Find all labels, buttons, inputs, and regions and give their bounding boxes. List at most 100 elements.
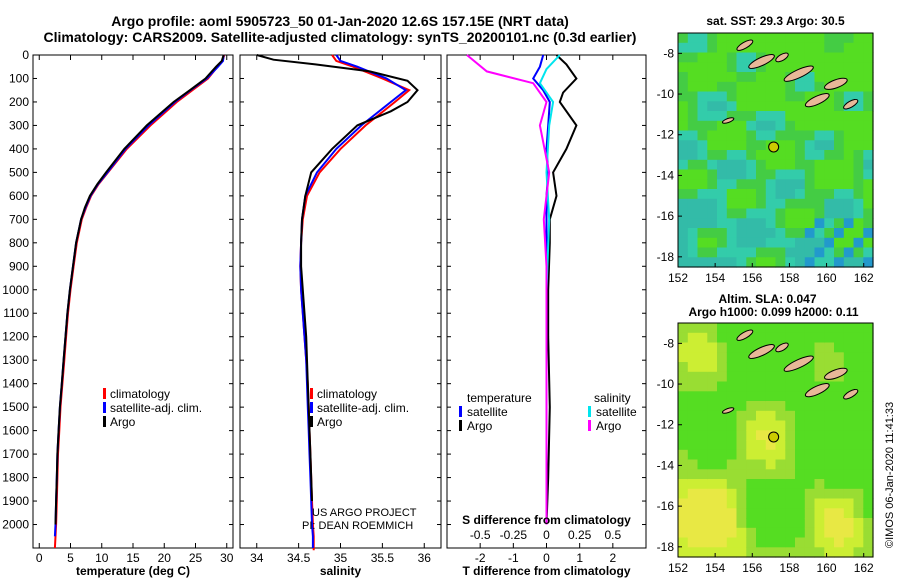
map-cell — [814, 498, 825, 509]
depth-tick-label: 900 — [9, 259, 29, 273]
map-cell — [843, 130, 855, 141]
sst_map-ytick-label: -8 — [663, 46, 674, 60]
map-cell — [824, 342, 835, 353]
title-line-1: Argo profile: aoml 5905723_50 01-Jan-202… — [111, 13, 569, 29]
map-cell — [834, 198, 845, 210]
map-cell — [697, 371, 708, 383]
map-cell — [717, 81, 728, 93]
map-cell — [756, 189, 767, 200]
map-cell — [795, 391, 806, 402]
map-cell — [804, 228, 816, 239]
map-cell — [707, 130, 718, 141]
map-cell — [775, 518, 786, 529]
map-cell — [785, 401, 796, 412]
temperature-legend-swatch — [103, 402, 106, 413]
map-cell — [707, 120, 718, 132]
island — [783, 355, 814, 372]
map-cell — [736, 91, 747, 102]
map-cell — [697, 208, 708, 219]
map-cell — [843, 332, 855, 344]
map-cell — [765, 228, 777, 239]
map-cell — [834, 72, 845, 83]
map-cell — [707, 449, 718, 461]
map-cell — [697, 401, 708, 412]
map-cell — [775, 391, 786, 402]
map-cell — [795, 352, 806, 363]
map-cell — [853, 208, 864, 219]
map-cell — [707, 410, 718, 422]
island — [748, 344, 775, 359]
title-line-2: Climatology: CARS2009. Satellite-adjuste… — [44, 29, 637, 45]
diff-legend-swatch — [588, 406, 591, 417]
map-cell — [834, 247, 845, 258]
map-cell — [717, 33, 728, 44]
map-cell — [843, 381, 855, 392]
sla_map-xtick-label: 156 — [742, 561, 762, 575]
map-cell — [824, 101, 835, 112]
map-cell — [804, 449, 816, 461]
depth-tick-label: 1600 — [2, 424, 29, 438]
map-cell — [804, 410, 816, 422]
map-cell — [814, 449, 825, 461]
map-cell — [756, 42, 767, 54]
map-cell — [775, 527, 786, 539]
map-cell — [775, 430, 786, 441]
map-cell — [687, 527, 699, 539]
map-cell — [756, 479, 767, 490]
map-cell — [756, 488, 767, 500]
map-cell — [746, 218, 757, 229]
map-cell — [824, 179, 835, 190]
map-cell — [707, 257, 718, 268]
map-cell — [775, 33, 786, 44]
map-cell — [775, 362, 786, 373]
map-cell — [834, 430, 845, 441]
map-cell — [756, 62, 767, 73]
map-cell — [736, 381, 747, 392]
map-cell — [726, 72, 738, 83]
map-cell — [678, 527, 689, 539]
map-cell — [746, 159, 757, 171]
temperature-xtick-label: 5 — [67, 551, 74, 565]
map-cell — [814, 391, 825, 402]
map-cell — [834, 208, 845, 219]
map-cell — [765, 159, 777, 171]
map-cell — [717, 130, 728, 141]
map-cell — [697, 332, 708, 344]
map-cell — [804, 323, 816, 334]
map-cell — [697, 420, 708, 431]
map-cell — [765, 410, 777, 422]
map-cell — [795, 323, 806, 334]
map-cell — [765, 111, 777, 122]
map-cell — [717, 362, 728, 373]
map-cell — [843, 140, 855, 151]
map-cell — [785, 140, 796, 151]
map-cell — [814, 469, 825, 480]
map-cell — [726, 228, 738, 239]
map-cell — [775, 237, 786, 249]
map-cell — [746, 179, 757, 190]
map-cell — [707, 479, 718, 490]
map-cell — [726, 247, 738, 258]
diff-legend-label: satellite — [467, 405, 508, 419]
map-cell — [853, 381, 864, 392]
map-cell — [824, 362, 835, 373]
map-cell — [756, 198, 767, 210]
sla_map-ytick-label: -8 — [663, 336, 674, 350]
map-cell — [697, 179, 708, 190]
map-cell — [678, 81, 689, 93]
map-cell — [678, 237, 689, 249]
map-cell — [765, 537, 777, 548]
float-marker — [768, 431, 780, 443]
map-cell — [824, 518, 835, 529]
map-cell — [804, 537, 816, 548]
map-cell — [853, 547, 864, 558]
map-cell — [795, 140, 806, 151]
map-cell — [746, 228, 757, 239]
map-cell — [853, 440, 864, 451]
map-cell — [765, 218, 777, 229]
map-cell — [863, 101, 874, 112]
map-cell — [814, 208, 825, 219]
map-cell — [765, 62, 777, 73]
map-cell — [795, 527, 806, 539]
map-cell — [785, 247, 796, 258]
